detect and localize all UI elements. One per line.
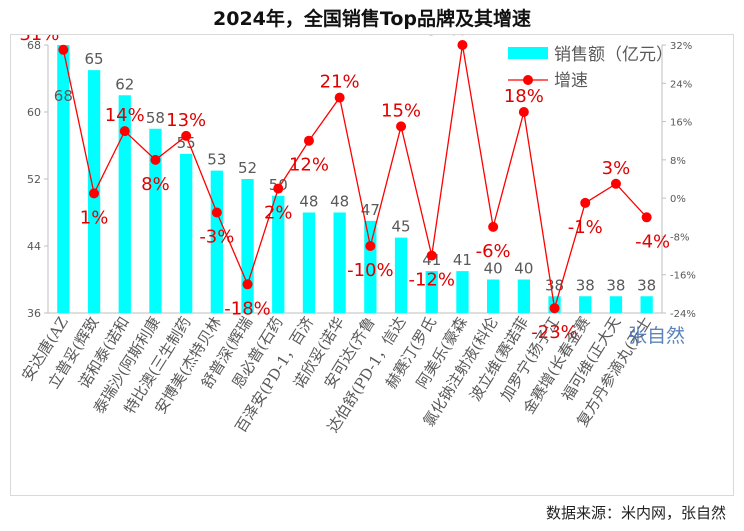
left-tick-label: 36 [27, 307, 41, 320]
right-tick-label: 0% [670, 194, 686, 205]
growth-label: 32% [426, 35, 466, 40]
growth-point-7 [242, 279, 253, 290]
bar-12 [394, 237, 408, 313]
legend-swatch-sales [508, 47, 548, 59]
bar-7 [241, 179, 254, 313]
growth-label: -23% [531, 322, 578, 343]
growth-point-15 [488, 221, 499, 232]
growth-point-14 [457, 40, 468, 50]
growth-point-10 [334, 92, 345, 103]
growth-label: -1% [568, 217, 603, 238]
bar-label: 62 [115, 75, 134, 93]
growth-point-11 [365, 241, 376, 251]
bar-label: 41 [453, 251, 472, 269]
right-tick-label: 24% [670, 79, 692, 90]
growth-label: -12% [408, 270, 455, 291]
growth-label: -10% [347, 260, 394, 281]
bar-label: 45 [392, 218, 411, 236]
bar-5 [180, 153, 193, 313]
chart-frame: 36 44 52 60 68 -24% -16% -8% 0% 8% 16% 24% 32% 68 65 62… [10, 34, 734, 496]
growth-point-9 [303, 135, 314, 146]
chart-svg: 36 44 52 60 68 -24% -16% -8% 0% 8% 16% 24% 32% 68 65 62… [18, 35, 696, 436]
growth-point-2 [89, 188, 100, 199]
bar-19 [609, 296, 623, 313]
growth-point-13 [426, 250, 437, 261]
bar-16 [517, 279, 530, 313]
bar-label: 65 [85, 50, 104, 68]
growth-label: 13% [166, 110, 206, 131]
growth-label: -18% [224, 298, 271, 319]
growth-label: 1% [80, 207, 109, 228]
growth-point-16 [518, 107, 529, 117]
growth-point-17 [549, 303, 560, 314]
bar-label: 47 [361, 201, 380, 219]
growth-point-20 [641, 212, 652, 223]
chart-title: 2024年，全国销售Top品牌及其增速 [213, 8, 531, 30]
right-tick-label: -8% [670, 232, 689, 243]
growth-point-12 [396, 121, 407, 132]
left-tick-label: 68 [27, 39, 41, 52]
bar-label: 40 [514, 260, 533, 278]
bar-label: 68 [54, 87, 73, 105]
bar-label: 58 [146, 109, 165, 127]
growth-point-3 [119, 126, 130, 137]
growth-point-19 [610, 178, 621, 189]
bar-13 [425, 271, 438, 313]
bar-20 [640, 296, 653, 313]
watermark: 张自然 [628, 325, 685, 347]
bar-label: 53 [207, 151, 226, 169]
growth-point-4 [150, 154, 161, 165]
bar-8 [272, 195, 285, 313]
bar-label: 40 [484, 260, 503, 278]
legend-label-sales: 销售额（亿元） [554, 45, 673, 65]
growth-line [62, 44, 648, 309]
bar-18 [579, 296, 592, 313]
bar-10 [333, 212, 346, 313]
growth-label: 14% [105, 105, 145, 126]
growth-label: 8% [141, 174, 170, 195]
left-tick-label: 44 [27, 240, 41, 253]
right-tick-label: 32% [670, 41, 692, 52]
growth-label: 21% [320, 72, 360, 93]
legend-marker-growth [523, 75, 533, 85]
bar-label: 38 [637, 276, 656, 294]
growth-label: 18% [504, 86, 544, 107]
growth-point-6 [211, 207, 222, 218]
bar-label: 38 [576, 276, 595, 294]
right-tick-label: -24% [670, 309, 696, 320]
growth-label: 3% [602, 158, 631, 179]
bar-3 [118, 95, 131, 313]
growth-label: -4% [635, 231, 670, 252]
right-tick-label: 8% [670, 156, 686, 167]
growth-label: 2% [264, 203, 293, 224]
bar-15 [487, 279, 500, 313]
growth-point-1 [58, 44, 69, 55]
right-tick-label: -16% [670, 271, 696, 282]
bar-1 [57, 45, 70, 313]
bar-label: 48 [330, 193, 349, 211]
growth-label: -3% [199, 227, 234, 248]
growth-label: -6% [476, 241, 511, 262]
growth-point-5 [181, 130, 192, 141]
left-tick-label: 52 [27, 173, 41, 186]
right-tick-label: 16% [670, 118, 692, 129]
bar-label: 38 [606, 276, 625, 294]
bar-4 [149, 128, 162, 313]
source-note: 数据来源：米内网，张自然 [545, 504, 726, 522]
bar-label: 52 [238, 159, 257, 177]
growth-label: 15% [381, 100, 421, 121]
bar-14 [456, 271, 469, 313]
left-tick-label: 60 [27, 106, 41, 119]
bar-9 [302, 212, 316, 313]
bar-label: 48 [299, 193, 318, 211]
legend-label-growth: 增速 [554, 71, 588, 91]
growth-point-18 [580, 197, 591, 208]
growth-label: 12% [289, 155, 329, 176]
growth-point-8 [273, 183, 284, 194]
growth-label: 31% [19, 35, 59, 45]
